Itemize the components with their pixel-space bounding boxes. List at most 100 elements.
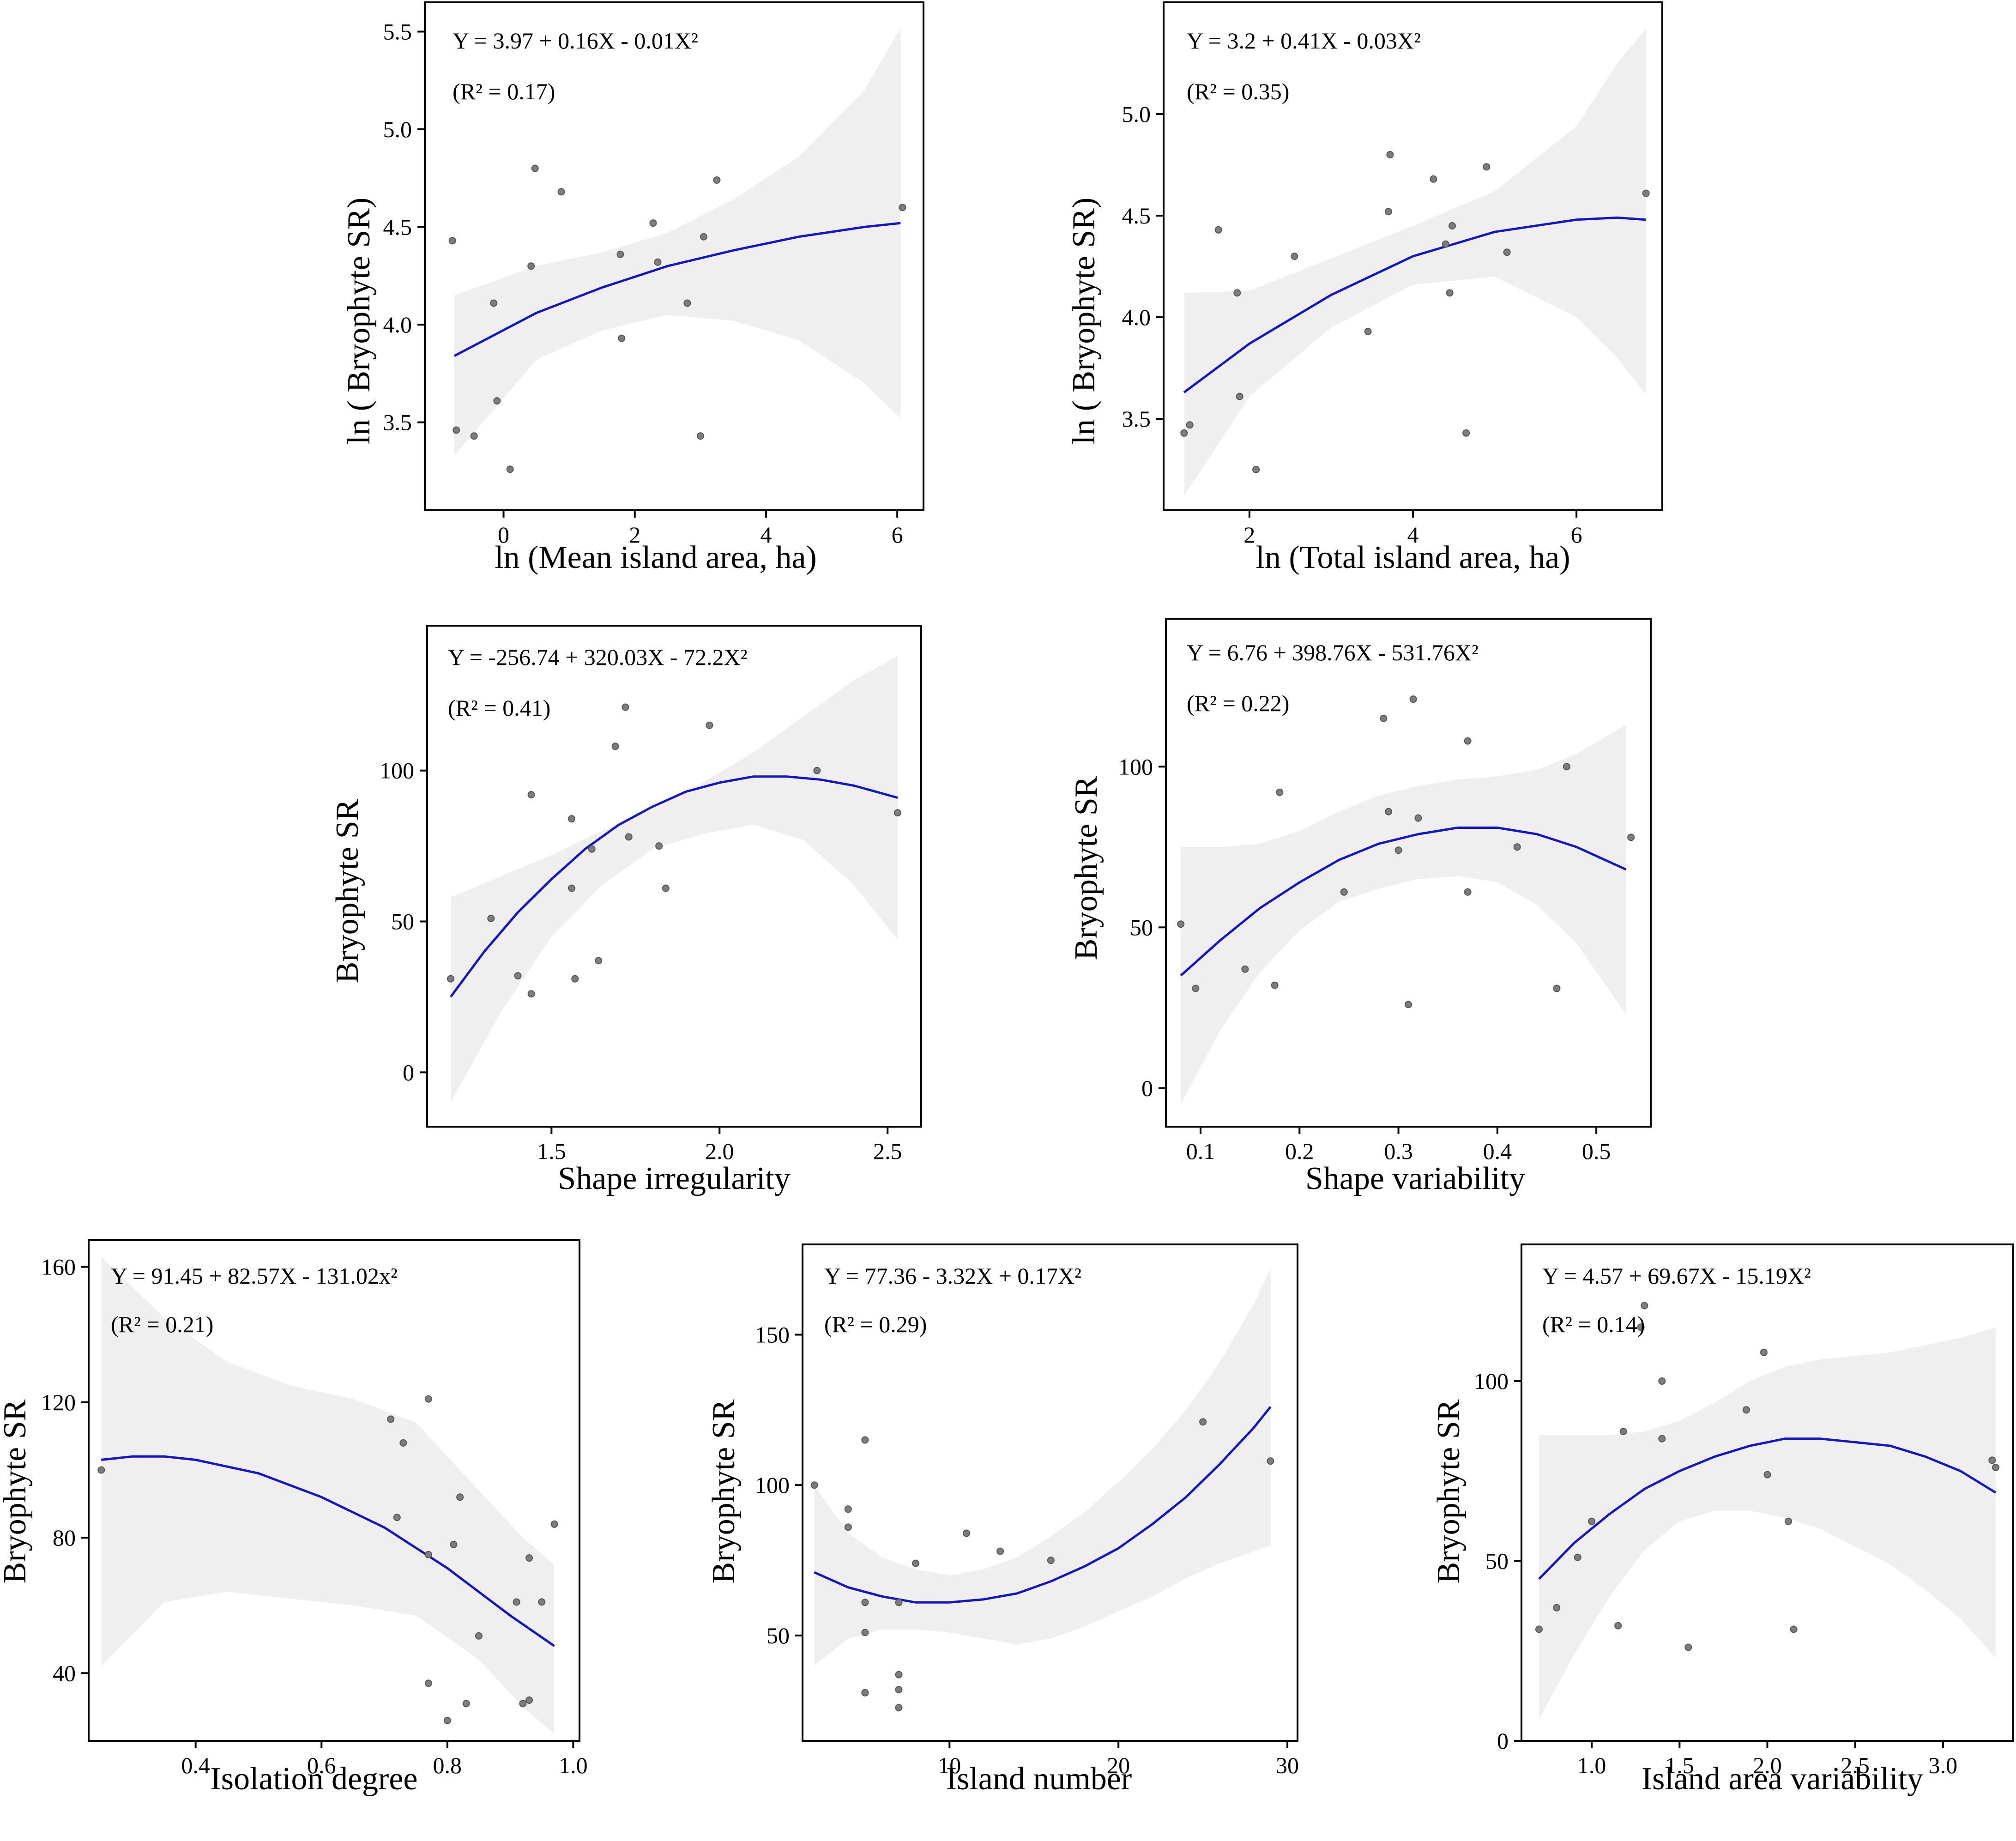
data-point bbox=[97, 1466, 105, 1474]
data-point bbox=[393, 1514, 401, 1521]
y-tick-label: 3.5 bbox=[1122, 406, 1151, 432]
y-tick-label: 50 bbox=[391, 909, 414, 935]
data-point bbox=[844, 1523, 852, 1531]
data-point bbox=[475, 1632, 483, 1640]
y-tick-label: 3.5 bbox=[383, 410, 412, 435]
data-point bbox=[1760, 1348, 1768, 1356]
x-tick-label: 2.0 bbox=[705, 1138, 734, 1164]
data-point bbox=[525, 1554, 533, 1562]
data-point bbox=[1446, 289, 1454, 297]
data-point bbox=[470, 432, 478, 440]
x-tick-label: 0.4 bbox=[1483, 1138, 1512, 1164]
plot-area: 2 4 6 3.5 4.0 4.5 5.0 bbox=[1122, 1, 1663, 548]
data-point bbox=[1409, 695, 1417, 703]
y-tick-label: 5.0 bbox=[1122, 101, 1151, 127]
data-point bbox=[996, 1547, 1004, 1555]
x-tick-label: 0.3 bbox=[1384, 1138, 1413, 1164]
data-point bbox=[456, 1493, 464, 1501]
data-point bbox=[1503, 248, 1511, 256]
y-tick-label: 50 bbox=[767, 1623, 790, 1648]
x-tick-label: 2.5 bbox=[1841, 1752, 1870, 1778]
y-tick-label: 100 bbox=[755, 1472, 790, 1498]
x-tick-label: 0.2 bbox=[1285, 1138, 1314, 1164]
confidence-band bbox=[454, 28, 901, 456]
r-squared-label: (R² = 0.41) bbox=[448, 695, 550, 721]
data-point bbox=[861, 1689, 869, 1696]
data-point bbox=[1267, 1457, 1274, 1465]
data-point bbox=[490, 299, 498, 307]
panel-shape-irregularity: 1.5 2.0 2.5 0 50 100 Y = -256.74 + 320.03X - … bbox=[330, 625, 922, 1196]
data-point bbox=[649, 219, 657, 227]
data-point bbox=[506, 465, 514, 473]
data-point bbox=[1364, 327, 1372, 335]
data-point bbox=[487, 915, 495, 922]
data-point bbox=[662, 884, 670, 892]
data-point bbox=[1385, 808, 1393, 815]
data-point bbox=[895, 1686, 903, 1694]
x-tick-label: 0.6 bbox=[307, 1752, 336, 1778]
panel-shape-variability: 0.1 0.2 0.3 0.4 0.5 0 50 100 Y = 6.76 + 398.76X… bbox=[1068, 618, 1652, 1196]
y-tick-label: 100 bbox=[1118, 754, 1153, 779]
data-point bbox=[588, 845, 596, 853]
y-axis-label: ln ( Bryophyte SR) bbox=[341, 198, 377, 445]
data-point bbox=[1642, 189, 1650, 197]
x-tick-label: 0.1 bbox=[1186, 1138, 1215, 1164]
y-tick-label: 100 bbox=[380, 758, 414, 784]
y-tick-label: 0 bbox=[403, 1059, 414, 1085]
y-axis-label: ln ( Bryophyte SR) bbox=[1066, 198, 1102, 445]
r-squared-label: (R² = 0.22) bbox=[1187, 690, 1289, 716]
fit-line bbox=[814, 1406, 1272, 1604]
data-point bbox=[1414, 814, 1422, 822]
r-squared-label: (R² = 0.29) bbox=[824, 1311, 927, 1337]
x-axis-label: ln (Total island area, ha) bbox=[1255, 540, 1570, 575]
panel-island-area-variability: 1.0 1.5 2.0 2.5 3.0 0 50 100 Y = 4.57 + 69.67X … bbox=[1431, 1243, 2014, 1797]
data-point bbox=[895, 1704, 903, 1712]
y-tick-label: 0 bbox=[1497, 1728, 1509, 1754]
data-point bbox=[1386, 151, 1394, 158]
equation-label: Y = -256.74 + 320.03X - 72.2X² bbox=[448, 644, 748, 670]
r-squared-label: (R² = 0.14) bbox=[1542, 1311, 1645, 1337]
data-point bbox=[1384, 208, 1392, 216]
data-point bbox=[462, 1700, 470, 1708]
x-tick-label: 2 bbox=[1243, 522, 1255, 548]
data-point bbox=[557, 188, 565, 196]
data-point bbox=[655, 842, 663, 850]
data-point bbox=[1563, 763, 1570, 771]
data-point bbox=[1449, 222, 1456, 229]
data-point bbox=[1614, 1622, 1622, 1630]
data-point bbox=[527, 262, 535, 270]
data-point bbox=[1483, 163, 1491, 171]
data-point bbox=[1233, 289, 1241, 297]
x-tick-label: 2 bbox=[629, 522, 640, 548]
y-tick-label: 4.0 bbox=[383, 312, 412, 338]
data-point bbox=[895, 1671, 903, 1678]
data-point bbox=[1180, 429, 1188, 437]
x-tick-label: 4 bbox=[760, 522, 772, 548]
y-axis-label: Bryophyte SR bbox=[1068, 776, 1104, 960]
data-point bbox=[1992, 1464, 1999, 1471]
plot-area: 0.4 0.6 0.8 1.0 40 80 120 160 bbox=[41, 1239, 588, 1778]
data-point bbox=[448, 237, 456, 245]
y-tick-label: 120 bbox=[41, 1389, 76, 1415]
data-point bbox=[513, 1598, 520, 1606]
plot-area: 0.1 0.2 0.3 0.4 0.5 0 50 100 bbox=[1118, 618, 1652, 1164]
y-tick-label: 5.0 bbox=[383, 116, 412, 142]
plot-frame bbox=[426, 625, 922, 1128]
data-point bbox=[550, 1520, 558, 1528]
x-tick-label: 10 bbox=[938, 1752, 961, 1778]
data-point bbox=[1790, 1625, 1798, 1633]
y-axis-label: Bryophyte SR bbox=[0, 1399, 33, 1583]
r-squared-label: (R² = 0.17) bbox=[453, 78, 555, 104]
fit-line bbox=[1183, 216, 1646, 393]
data-point bbox=[1574, 1553, 1581, 1561]
confidence-band bbox=[1184, 29, 1646, 496]
y-tick-label: 150 bbox=[755, 1322, 790, 1347]
x-tick-label: 4 bbox=[1407, 522, 1419, 548]
y-tick-label: 4.5 bbox=[1122, 203, 1151, 229]
x-tick-label: 1.5 bbox=[537, 1138, 566, 1164]
data-point bbox=[1464, 737, 1472, 745]
x-axis-label: ln (Mean island area, ha) bbox=[495, 540, 817, 575]
data-point bbox=[424, 1395, 432, 1403]
y-tick-label: 50 bbox=[1130, 914, 1153, 940]
data-point bbox=[1271, 981, 1279, 989]
